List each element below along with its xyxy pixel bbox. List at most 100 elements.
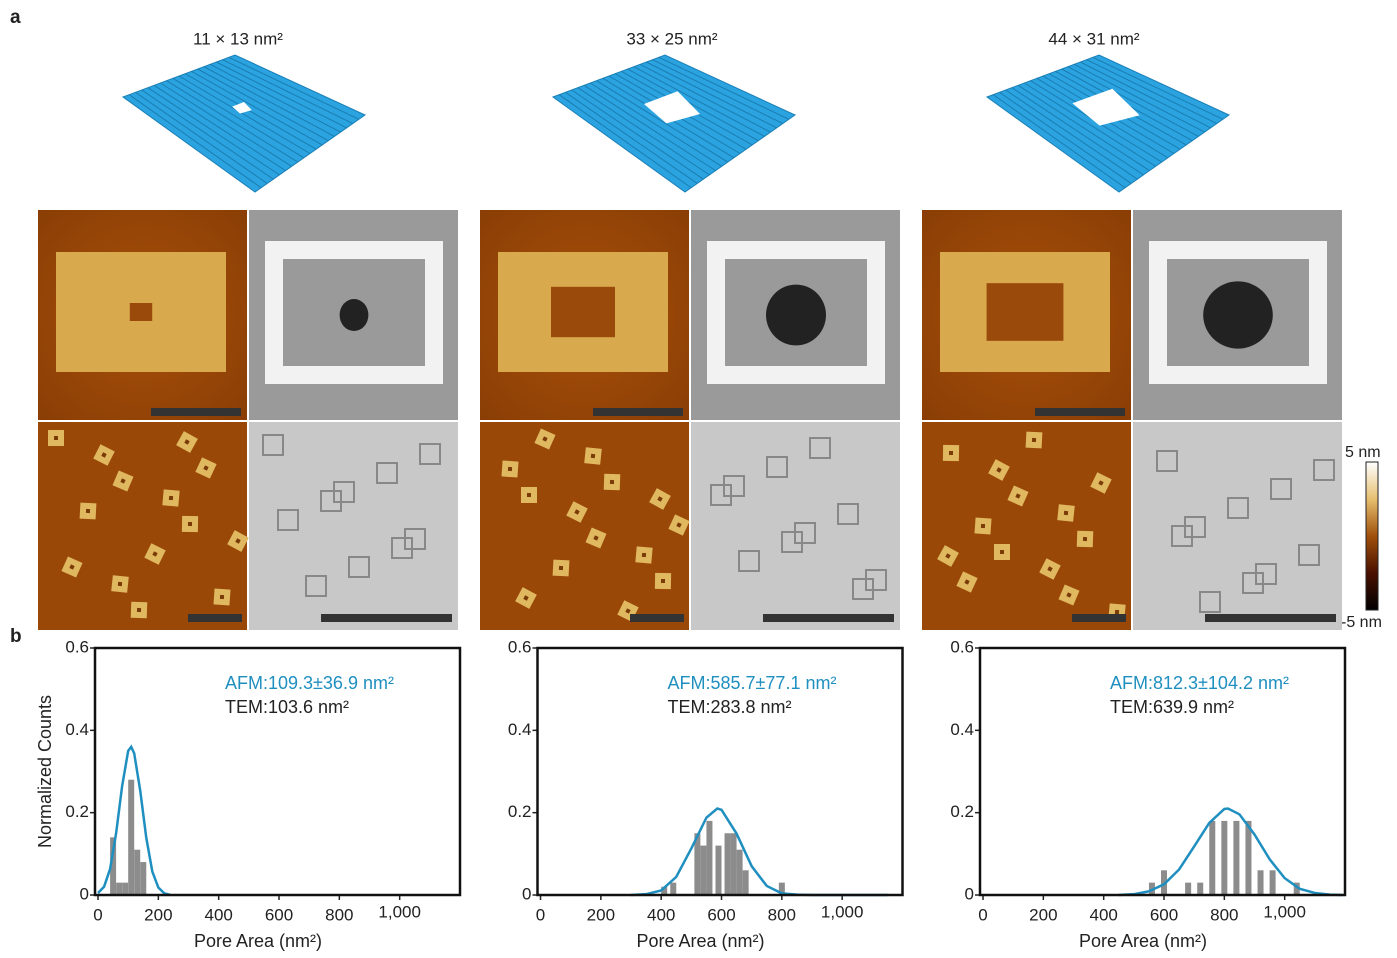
afm-pore bbox=[987, 283, 1064, 341]
afm-particle-pore bbox=[220, 595, 224, 599]
afm-particle-pore bbox=[527, 493, 531, 497]
bar bbox=[1197, 883, 1203, 895]
x-tick-label: 1,000 bbox=[378, 902, 421, 921]
x-axis-label: Pore Area (nm²) bbox=[1079, 931, 1207, 951]
x-tick-label: 1,000 bbox=[1263, 902, 1306, 921]
bar bbox=[725, 833, 731, 895]
histograms: 0 0.2 0.4 0.6 0 200 400 600 800 1,000 AFM:109.3±36… bbox=[35, 637, 1345, 950]
x-axis-label: Pore Area (nm²) bbox=[194, 931, 322, 951]
tem-overview bbox=[249, 422, 458, 630]
annotation: AFM:109.3±36.9 nm² bbox=[225, 673, 394, 693]
pore-size: 44 × 31 nm² bbox=[1048, 29, 1140, 48]
panel-label: b bbox=[10, 626, 22, 647]
panel-label: a bbox=[10, 7, 21, 28]
afm-particle-pore bbox=[949, 451, 953, 455]
afm-particle-pore bbox=[54, 436, 58, 440]
x-tick-label: 200 bbox=[144, 905, 172, 924]
afm-pore bbox=[130, 303, 152, 321]
scale-bar bbox=[763, 614, 894, 622]
bar bbox=[1233, 821, 1239, 895]
bar bbox=[122, 883, 128, 895]
annotation: AFM:585.7±77.1 nm² bbox=[668, 673, 837, 693]
scale-bar bbox=[1072, 614, 1126, 622]
bar bbox=[116, 883, 122, 895]
bar bbox=[1209, 821, 1215, 895]
fit-curve bbox=[98, 747, 170, 895]
annotation: TEM:283.8 nm² bbox=[668, 697, 792, 717]
bar bbox=[134, 850, 140, 895]
afm-overview bbox=[480, 422, 689, 630]
afm-particle-pore bbox=[169, 496, 173, 500]
x-tick-label: 200 bbox=[587, 905, 615, 924]
fit-curve bbox=[631, 809, 887, 895]
y-tick-label: 0.6 bbox=[65, 637, 89, 656]
scale-bar bbox=[630, 614, 684, 622]
x-tick-label: 400 bbox=[204, 905, 232, 924]
afm-particle-pore bbox=[1083, 537, 1087, 541]
bar bbox=[743, 870, 749, 895]
x-tick-label: 800 bbox=[1210, 905, 1238, 924]
y-tick-label: 0.4 bbox=[950, 720, 974, 739]
afm-particle-pore bbox=[981, 524, 985, 528]
y-tick-label: 0.2 bbox=[65, 802, 89, 821]
x-tick-label: 0 bbox=[536, 905, 545, 924]
tem-pore bbox=[1203, 281, 1273, 348]
tem-pore bbox=[340, 299, 369, 331]
afm-particle-pore bbox=[118, 582, 122, 586]
y-tick-label: 0.4 bbox=[508, 720, 532, 739]
afm-particle-pore bbox=[591, 454, 595, 458]
x-tick-label: 800 bbox=[325, 905, 353, 924]
bar bbox=[1221, 821, 1227, 895]
figure: a b 11 × 13 nm² 33 × 25 nm² 44 × 31 nm² … bbox=[0, 0, 1397, 953]
fit-curve bbox=[1119, 809, 1342, 895]
x-tick-label: 400 bbox=[647, 905, 675, 924]
afm-particle-pore bbox=[508, 467, 512, 471]
x-tick-label: 600 bbox=[707, 905, 735, 924]
afm-particle-pore bbox=[661, 579, 665, 583]
origami-model bbox=[123, 55, 365, 192]
micrographs bbox=[38, 55, 1342, 630]
bar bbox=[706, 821, 712, 895]
afm-particle-pore bbox=[610, 480, 614, 484]
x-tick-label: 400 bbox=[1089, 905, 1117, 924]
y-tick-label: 0 bbox=[80, 884, 89, 903]
scale-bar bbox=[1035, 408, 1125, 416]
x-tick-label: 800 bbox=[768, 905, 796, 924]
x-tick-label: 1,000 bbox=[821, 902, 864, 921]
afm-particle-pore bbox=[559, 566, 563, 570]
scale-bar bbox=[151, 408, 241, 416]
bar bbox=[1258, 870, 1264, 895]
afm-particle-pore bbox=[188, 522, 192, 526]
afm-particle-pore bbox=[137, 608, 141, 612]
bar bbox=[737, 850, 743, 895]
colorbar bbox=[1366, 462, 1378, 610]
annotation: AFM:812.3±104.2 nm² bbox=[1110, 673, 1289, 693]
x-tick-label: 200 bbox=[1029, 905, 1057, 924]
y-tick-label: 0.6 bbox=[508, 637, 532, 656]
y-tick-label: 0.6 bbox=[950, 637, 974, 656]
scale-bar bbox=[188, 614, 242, 622]
pore-size: 33 × 25 nm² bbox=[626, 29, 718, 48]
pore-size: 11 × 13 nm² bbox=[193, 29, 283, 48]
bar bbox=[700, 846, 706, 895]
afm-particle-pore bbox=[642, 553, 646, 557]
colorbar-min: -5 nm bbox=[1341, 614, 1382, 631]
y-tick-label: 0 bbox=[522, 884, 531, 903]
afm-particle-pore bbox=[86, 509, 90, 513]
afm-particle-pore bbox=[1032, 438, 1036, 442]
x-tick-label: 600 bbox=[1150, 905, 1178, 924]
bar bbox=[670, 883, 676, 895]
bar bbox=[731, 833, 737, 895]
y-axis-label: Normalized Counts bbox=[35, 695, 55, 848]
x-axis-label: Pore Area (nm²) bbox=[636, 931, 764, 951]
bar bbox=[128, 780, 134, 895]
y-tick-label: 0 bbox=[965, 884, 974, 903]
bar bbox=[1270, 870, 1276, 895]
bar bbox=[715, 846, 721, 895]
bar bbox=[140, 862, 146, 895]
tem-pore bbox=[766, 285, 826, 346]
scale-bar bbox=[593, 408, 683, 416]
origami-model bbox=[553, 55, 795, 192]
